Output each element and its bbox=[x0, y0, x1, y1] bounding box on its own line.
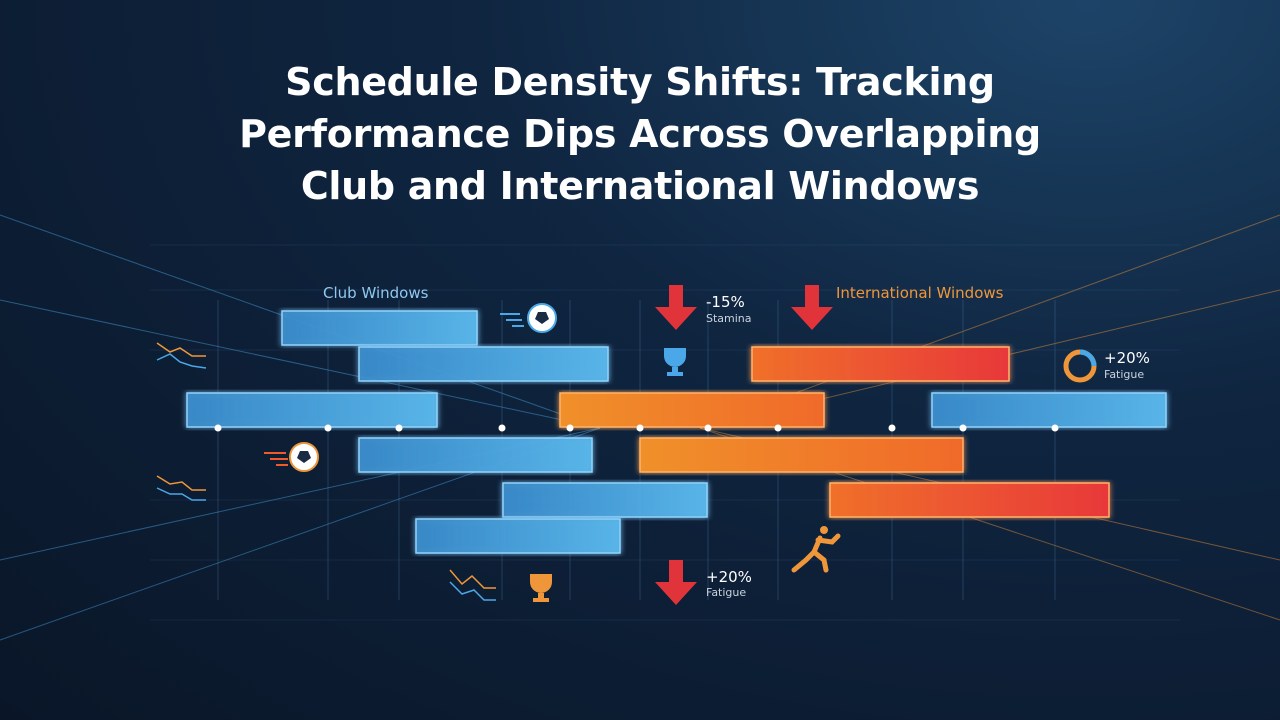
axis-dot bbox=[566, 424, 574, 432]
bar bbox=[559, 392, 825, 428]
down-arrow bbox=[655, 560, 697, 605]
annotation-label: Stamina bbox=[706, 312, 752, 325]
bar bbox=[502, 482, 708, 518]
axis-dot bbox=[395, 424, 403, 432]
bar bbox=[751, 346, 1010, 382]
bar bbox=[186, 392, 438, 428]
arrows bbox=[655, 285, 833, 605]
bar bbox=[281, 310, 478, 346]
bar bbox=[829, 482, 1110, 518]
annotation-label: Fatigue bbox=[1104, 368, 1144, 381]
axis-dots bbox=[214, 424, 1059, 432]
trophy-icons bbox=[530, 348, 686, 602]
axis-dot bbox=[959, 424, 967, 432]
annotation-value: +20% bbox=[706, 568, 752, 586]
axis-dot bbox=[1051, 424, 1059, 432]
annotation-label: Fatigue bbox=[706, 586, 746, 599]
club-label: Club Windows bbox=[323, 284, 429, 302]
bar bbox=[931, 392, 1167, 428]
axis-dot bbox=[704, 424, 712, 432]
annotation-value: +20% bbox=[1104, 349, 1150, 367]
bar bbox=[358, 437, 593, 473]
axis-dot bbox=[324, 424, 332, 432]
down-arrow bbox=[655, 285, 697, 330]
axis-dot bbox=[636, 424, 644, 432]
ray bbox=[0, 299, 601, 429]
international-label: International Windows bbox=[836, 284, 1004, 302]
grid bbox=[150, 244, 1180, 621]
ball-icons bbox=[264, 303, 557, 472]
bars bbox=[186, 310, 1167, 554]
bar bbox=[358, 346, 609, 382]
axis-dot bbox=[214, 424, 222, 432]
ring-icon-segment bbox=[1079, 349, 1097, 367]
axis-dot bbox=[774, 424, 782, 432]
axis-dot bbox=[498, 424, 506, 432]
bar bbox=[415, 518, 621, 554]
runner-icon bbox=[791, 526, 841, 573]
bar bbox=[639, 437, 964, 473]
down-arrow bbox=[791, 285, 833, 330]
axis-dot bbox=[888, 424, 896, 432]
annotation-value: -15% bbox=[706, 293, 745, 311]
title: Schedule Density Shifts: Tracking Perfor… bbox=[239, 60, 1041, 208]
trend-icons bbox=[156, 342, 496, 601]
